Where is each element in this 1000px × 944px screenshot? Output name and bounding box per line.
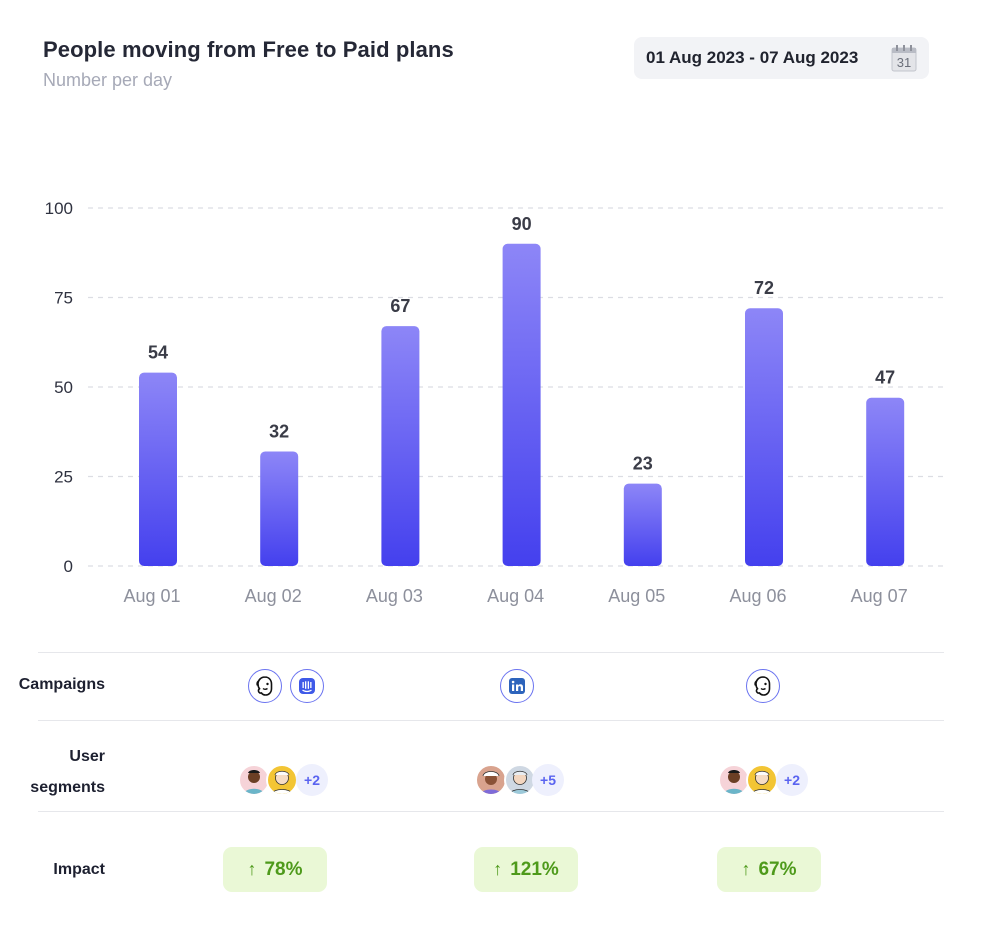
bar-value-label: 32 [269, 421, 289, 441]
bar[interactable] [502, 243, 541, 567]
avatar[interactable] [266, 764, 298, 796]
campaigns-row-label: Campaigns [18, 676, 105, 693]
avatar[interactable] [238, 764, 270, 796]
bar-value-label: 47 [875, 368, 895, 388]
x-tick-label: Aug 02 [245, 586, 302, 606]
calendar-day: 31 [897, 55, 911, 70]
y-tick-label: 75 [54, 289, 73, 308]
impact-value: 78% [264, 858, 303, 880]
avatar[interactable] [746, 764, 778, 796]
bar[interactable] [139, 372, 177, 566]
y-tick-label: 25 [54, 468, 73, 487]
bar-value-label: 90 [512, 214, 532, 234]
bar-value-label: 54 [148, 343, 168, 363]
intercom-icon[interactable] [290, 669, 324, 703]
bar-value-label: 72 [754, 278, 774, 298]
y-tick-label: 50 [54, 378, 73, 397]
avatar[interactable] [475, 764, 507, 796]
bar[interactable] [623, 483, 662, 566]
chart-title: People moving from Free to Paid plans [43, 37, 454, 62]
date-range-text: 01 Aug 2023 - 07 Aug 2023 [646, 48, 859, 67]
x-tick-label: Aug 01 [123, 586, 180, 606]
x-tick-label: Aug 07 [851, 586, 908, 606]
bar-chart: 0 25 50 75 100 54 Aug 01 32 Aug 02 67 Aug 03 90 Aug … [45, 199, 945, 606]
segments-row-label-line2: segments [30, 779, 105, 796]
bar[interactable] [745, 308, 783, 566]
bar-value-label: 67 [390, 296, 410, 316]
row-divider [38, 652, 944, 653]
x-tick-label: Aug 03 [366, 586, 423, 606]
impact-badge: ↑ 78% [223, 847, 327, 892]
bar-value-label: 23 [633, 454, 653, 474]
impact-row-label: Impact [53, 861, 105, 878]
segments-row-label-line1: User [69, 748, 105, 765]
more-segments-badge[interactable]: +5 [532, 764, 564, 796]
mailchimp-icon[interactable] [248, 669, 282, 703]
x-tick-label: Aug 04 [487, 586, 544, 606]
x-tick-label: Aug 06 [729, 586, 786, 606]
bar[interactable] [381, 326, 420, 566]
arrow-up-icon: ↑ [741, 859, 751, 879]
y-tick-label: 0 [64, 557, 73, 576]
arrow-up-icon: ↑ [493, 859, 503, 879]
impact-value: 121% [510, 858, 559, 880]
impact-value: 67% [758, 858, 797, 880]
mailchimp-icon[interactable] [746, 669, 780, 703]
chart-subtitle: Number per day [43, 70, 173, 90]
y-tick-label: 100 [45, 199, 73, 218]
arrow-up-icon: ↑ [247, 859, 257, 879]
bar[interactable] [260, 451, 299, 566]
linkedin-icon[interactable] [500, 669, 534, 703]
bar[interactable] [866, 397, 905, 566]
date-range-picker[interactable]: 01 Aug 2023 - 07 Aug 2023 31 [634, 37, 929, 79]
impact-badge: ↑ 121% [474, 847, 578, 892]
impact-badge: ↑ 67% [717, 847, 821, 892]
avatar[interactable] [504, 764, 536, 796]
row-divider [38, 811, 944, 812]
row-divider [38, 720, 944, 721]
x-tick-label: Aug 05 [608, 586, 665, 606]
more-segments-badge[interactable]: +2 [296, 764, 328, 796]
more-segments-badge[interactable]: +2 [776, 764, 808, 796]
calendar-icon: 31 [891, 45, 917, 72]
